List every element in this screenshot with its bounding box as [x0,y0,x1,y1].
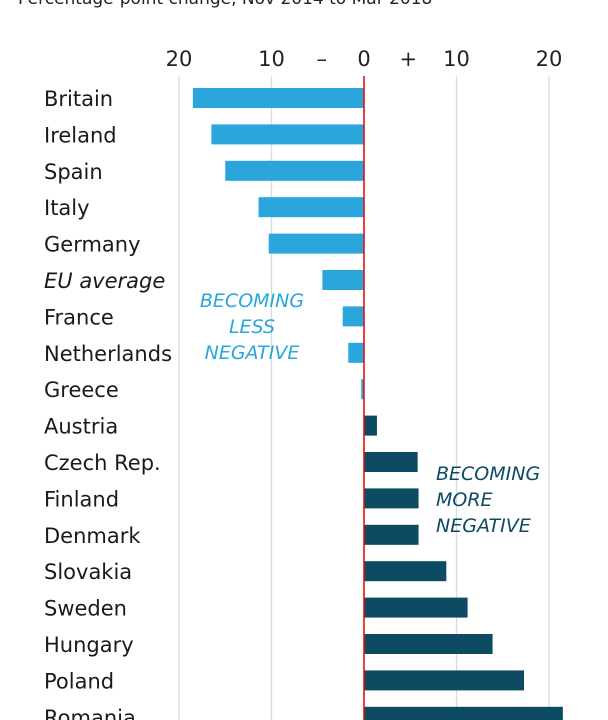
category-label: Italy [44,196,90,220]
chart-subtitle: Percentage-point change, Nov 2014 to Mar… [18,0,432,9]
category-label: France [44,305,114,329]
bar-slovakia [364,561,447,582]
category-label: Germany [44,233,141,257]
bar-austria [364,415,377,436]
bar-spain [225,160,364,181]
bar-greece [361,379,364,400]
category-label: Hungary [44,633,134,657]
category-label: Czech Rep. [44,451,161,475]
category-label: Greece [44,378,119,402]
bar-poland [364,670,525,691]
bar-eu-average [322,270,364,290]
annotations: BECOMING LESS NEGATIVE BECOMING MORE NEGATIVE [200,290,540,537]
bar-netherlands [348,342,364,363]
category-label: Ireland [44,123,117,147]
bar-france [342,306,364,327]
bar-romania [364,706,563,720]
x-tick-label: 10 [258,47,285,71]
category-label: Austria [44,415,118,439]
positive-sign-label: + [399,47,417,71]
bar-germany [268,233,364,254]
bar-denmark [364,524,419,545]
bar-italy [258,197,364,218]
negative-sign-label: – [317,47,328,71]
x-tick-labels: 20 10 0 10 20 – + [166,47,563,71]
annotation-line: BECOMING [200,290,304,312]
x-tick-label: 20 [536,47,563,71]
category-label: Poland [44,669,114,693]
category-label: EU average [44,269,165,293]
category-label: Spain [44,160,103,184]
bar-czech-rep [364,452,418,472]
bar-hungary [364,634,493,654]
bars [192,88,563,720]
x-tick-label: 20 [166,47,193,71]
category-label: Netherlands [44,342,172,366]
annotation-line: NEGATIVE [205,342,300,364]
category-label: Romania [44,706,136,720]
annotation-line: MORE [436,489,493,511]
annotation-less-negative: BECOMING LESS NEGATIVE [200,290,304,364]
x-tick-label: 0 [357,47,370,71]
annotation-more-negative: BECOMING MORE NEGATIVE [436,463,540,537]
bar-sweden [364,597,468,618]
category-labels: Britain Ireland Spain Italy Germany EU averag… [44,87,172,720]
category-label: Britain [44,87,113,111]
bar-ireland [211,124,364,145]
annotation-line: LESS [229,316,275,338]
gridlines [178,76,550,720]
bar-britain [192,88,364,108]
x-tick-label: 10 [443,47,470,71]
category-label: Finland [44,487,119,511]
annotation-line: NEGATIVE [436,515,531,537]
category-label: Denmark [44,524,141,548]
category-label: Slovakia [44,560,132,584]
category-label: Sweden [44,597,127,621]
bar-finland [364,488,419,509]
annotation-line: BECOMING [436,463,540,485]
